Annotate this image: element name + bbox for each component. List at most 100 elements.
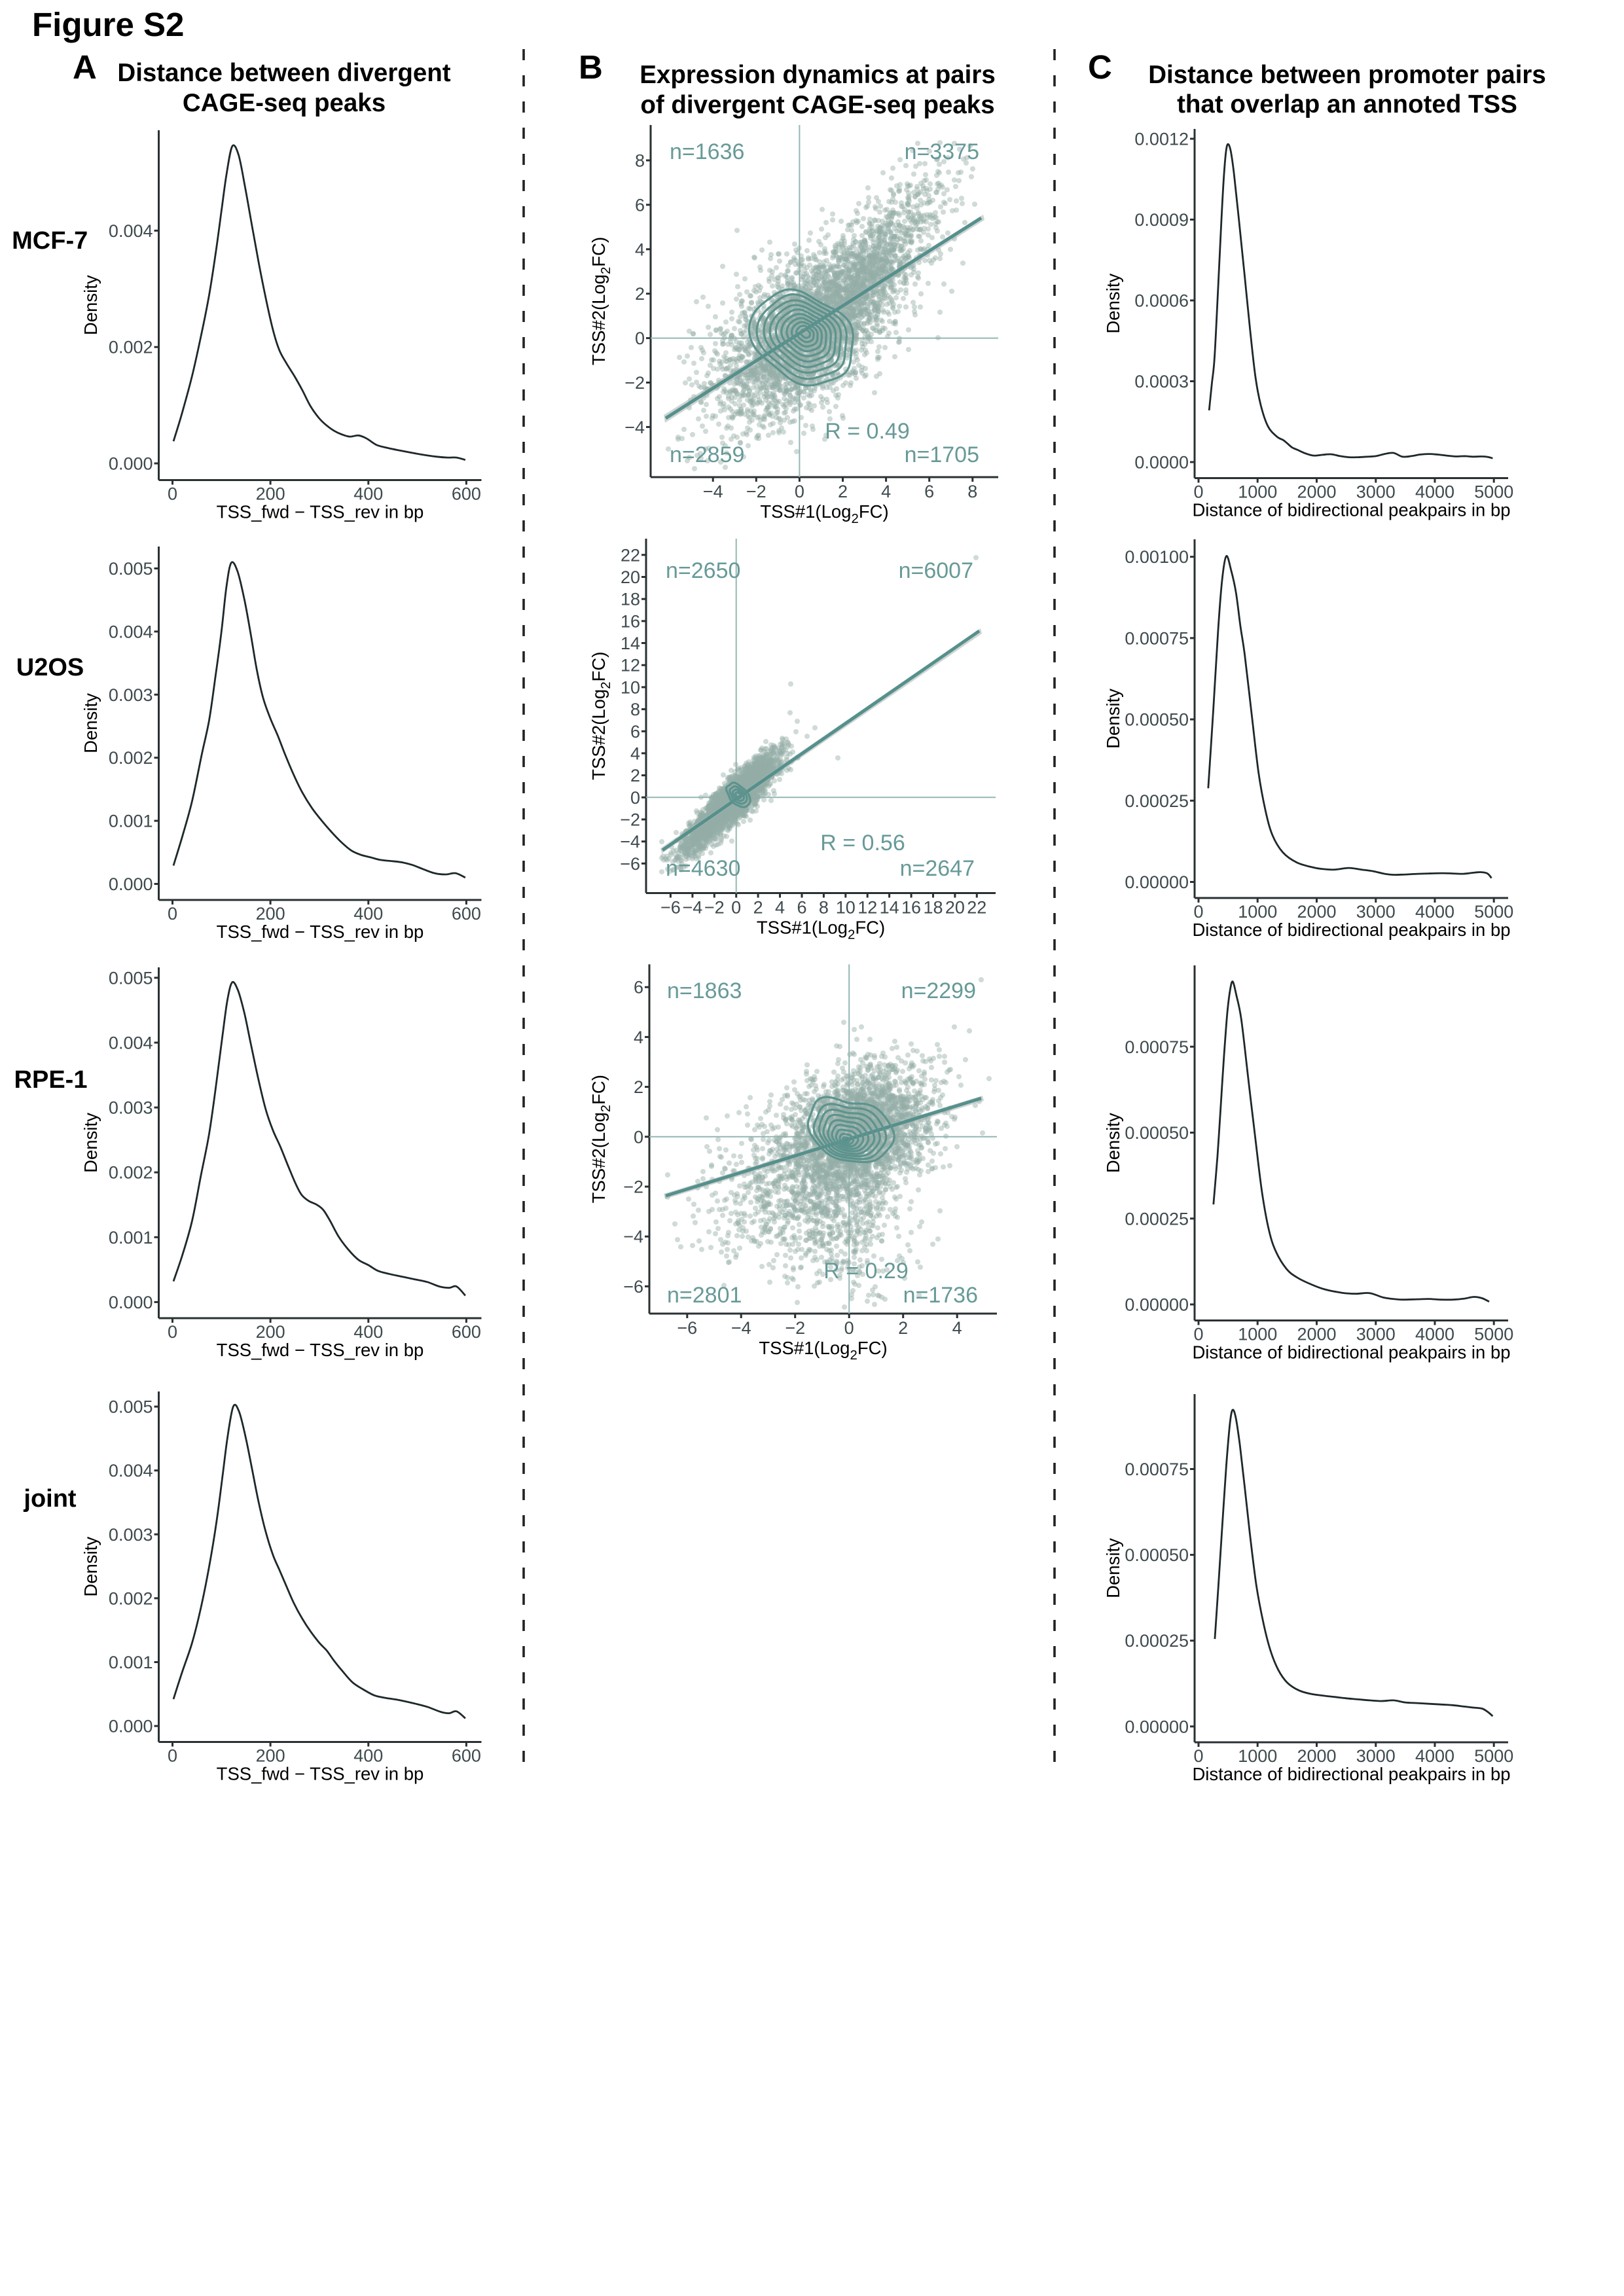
svg-text:0.001: 0.001 (109, 812, 153, 831)
svg-text:14: 14 (880, 898, 899, 918)
svg-text:MCF-7: MCF-7 (12, 227, 88, 255)
svg-text:Density: Density (1103, 1538, 1123, 1598)
svg-text:−4: −4 (703, 482, 723, 501)
svg-text:600: 600 (452, 1322, 481, 1342)
svg-text:0.004: 0.004 (109, 622, 153, 641)
svg-text:4: 4 (881, 482, 891, 501)
svg-text:0.004: 0.004 (109, 1461, 153, 1480)
svg-text:Distance between divergent: Distance between divergent (117, 59, 450, 87)
svg-text:2000: 2000 (1297, 1746, 1336, 1766)
svg-text:2000: 2000 (1297, 902, 1336, 922)
svg-text:Density: Density (81, 1537, 101, 1597)
svg-text:−2: −2 (624, 373, 645, 393)
svg-text:TSS_fwd − TSS_rev in bp: TSS_fwd − TSS_rev in bp (217, 922, 424, 942)
svg-text:16: 16 (621, 611, 640, 631)
svg-text:0.000: 0.000 (109, 454, 153, 474)
svg-text:400: 400 (353, 1746, 383, 1766)
svg-text:5000: 5000 (1474, 902, 1513, 922)
svg-text:200: 200 (256, 904, 285, 924)
svg-text:200: 200 (256, 1322, 285, 1342)
svg-text:Density: Density (81, 693, 101, 753)
svg-text:12: 12 (621, 656, 640, 675)
svg-text:8: 8 (967, 482, 977, 501)
svg-text:4: 4 (635, 240, 645, 259)
svg-text:0: 0 (1193, 482, 1203, 502)
svg-text:Density: Density (1103, 274, 1123, 334)
svg-text:600: 600 (452, 484, 481, 504)
svg-text:4000: 4000 (1415, 902, 1454, 922)
svg-text:0.00025: 0.00025 (1125, 1631, 1189, 1651)
svg-text:B: B (579, 48, 603, 86)
svg-text:6: 6 (924, 482, 934, 501)
svg-text:−2: −2 (620, 810, 640, 829)
svg-text:0.0003: 0.0003 (1134, 372, 1189, 391)
svg-text:0.004: 0.004 (109, 1033, 153, 1053)
svg-text:0: 0 (168, 904, 177, 924)
svg-text:n=1636: n=1636 (670, 139, 744, 164)
svg-text:18: 18 (621, 590, 640, 609)
svg-text:Density: Density (1103, 689, 1123, 749)
svg-text:22: 22 (621, 545, 640, 565)
svg-text:0: 0 (635, 329, 645, 348)
svg-text:−6: −6 (660, 898, 681, 918)
svg-text:0.0000: 0.0000 (1134, 453, 1189, 473)
svg-text:0.003: 0.003 (109, 685, 153, 705)
svg-text:0: 0 (1193, 1746, 1203, 1766)
svg-text:Distance between promoter pair: Distance between promoter pairs (1148, 61, 1546, 89)
svg-text:10: 10 (621, 677, 640, 697)
svg-text:of divergent CAGE-seq peaks: of divergent CAGE-seq peaks (640, 91, 994, 119)
svg-text:16: 16 (901, 898, 921, 918)
svg-text:0.00100: 0.00100 (1125, 547, 1189, 567)
svg-text:5000: 5000 (1474, 482, 1513, 502)
svg-text:0.001: 0.001 (109, 1228, 153, 1247)
svg-text:0.002: 0.002 (109, 748, 153, 768)
svg-text:joint: joint (23, 1485, 77, 1513)
svg-text:−2: −2 (746, 482, 767, 501)
svg-text:n=3375: n=3375 (905, 139, 979, 164)
svg-text:1000: 1000 (1238, 1746, 1277, 1766)
svg-text:Density: Density (1103, 1113, 1123, 1173)
svg-text:Density: Density (81, 275, 101, 335)
svg-text:0: 0 (168, 1746, 177, 1766)
svg-text:U2OS: U2OS (16, 654, 84, 681)
svg-text:0: 0 (1193, 902, 1203, 922)
svg-text:0.00050: 0.00050 (1125, 1123, 1189, 1143)
svg-text:0.00000: 0.00000 (1125, 1717, 1189, 1736)
svg-text:2: 2 (635, 284, 645, 304)
svg-text:2: 2 (838, 482, 848, 501)
svg-text:Distance of bidirectional peak: Distance of bidirectional peakpairs in b… (1192, 1764, 1510, 1784)
svg-text:1000: 1000 (1238, 1325, 1277, 1344)
svg-text:6: 6 (797, 898, 806, 918)
svg-text:20: 20 (621, 567, 640, 587)
svg-text:0.00000: 0.00000 (1125, 872, 1189, 892)
svg-text:600: 600 (452, 904, 481, 924)
svg-text:600: 600 (452, 1746, 481, 1766)
svg-text:1000: 1000 (1238, 902, 1277, 922)
svg-text:0.0009: 0.0009 (1134, 210, 1189, 230)
svg-text:0.002: 0.002 (109, 338, 153, 357)
svg-text:200: 200 (256, 484, 285, 504)
svg-text:−6: −6 (620, 854, 640, 874)
svg-text:Distance of bidirectional peak: Distance of bidirectional peakpairs in b… (1192, 500, 1510, 520)
svg-text:0.005: 0.005 (109, 1397, 153, 1417)
svg-text:400: 400 (353, 904, 383, 924)
svg-text:n=1705: n=1705 (905, 442, 979, 467)
svg-text:0.00025: 0.00025 (1125, 791, 1189, 811)
svg-text:4000: 4000 (1415, 1746, 1454, 1766)
svg-text:0.004: 0.004 (109, 221, 153, 241)
svg-text:0.00050: 0.00050 (1125, 1545, 1189, 1565)
svg-text:6: 6 (635, 195, 645, 215)
svg-text:2: 2 (630, 766, 640, 785)
svg-text:A: A (73, 48, 97, 86)
svg-text:5000: 5000 (1474, 1746, 1513, 1766)
svg-text:0.00000: 0.00000 (1125, 1295, 1189, 1315)
svg-text:14: 14 (621, 634, 640, 653)
svg-text:Expression dynamics at pairs: Expression dynamics at pairs (640, 61, 996, 89)
svg-text:3000: 3000 (1356, 1746, 1396, 1766)
svg-text:8: 8 (630, 700, 640, 719)
svg-text:4: 4 (630, 744, 640, 763)
svg-text:4000: 4000 (1415, 1325, 1454, 1344)
svg-text:C: C (1088, 48, 1112, 86)
svg-text:0.001: 0.001 (109, 1653, 153, 1672)
svg-text:0.0006: 0.0006 (1134, 291, 1189, 310)
